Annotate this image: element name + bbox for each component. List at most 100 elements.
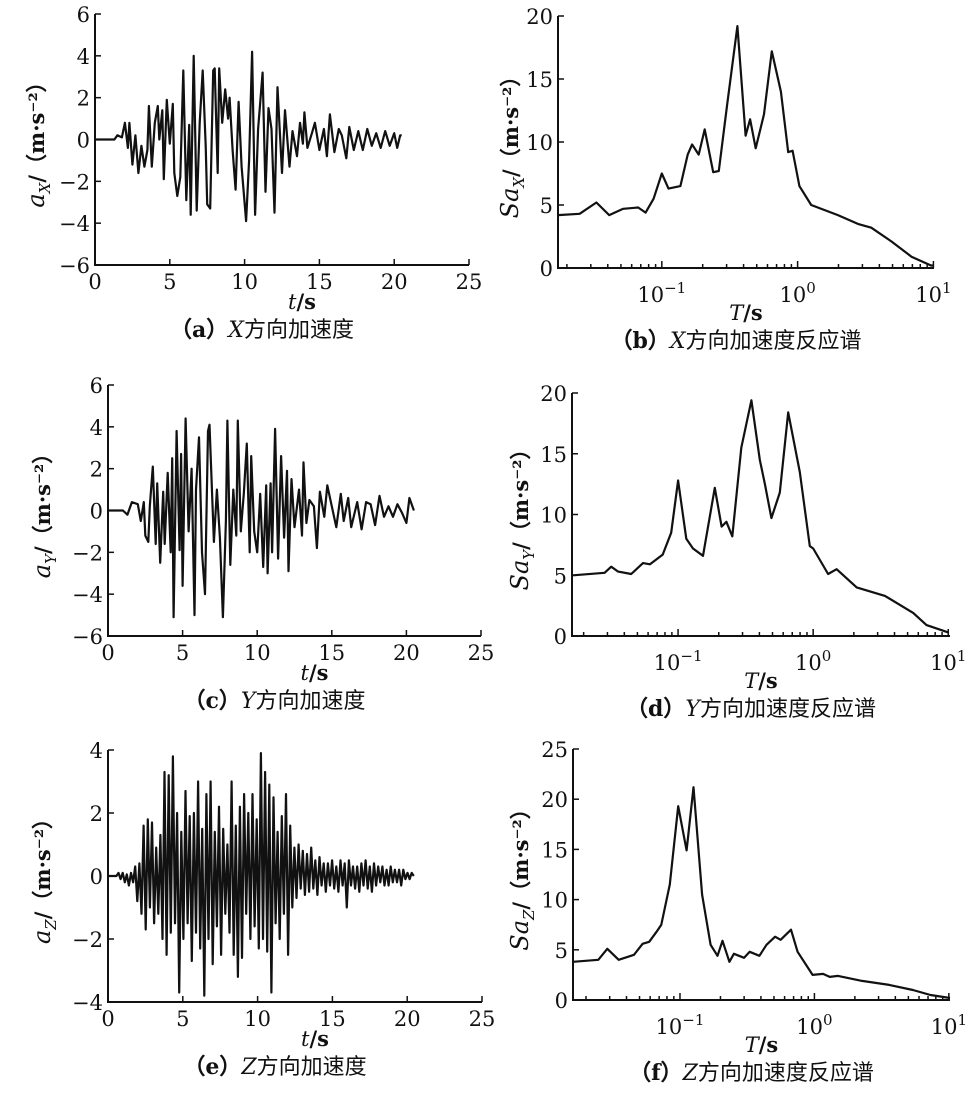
x-axis-label: t/s	[301, 660, 329, 685]
y-axis-unit: /（m·s⁻²）	[508, 439, 533, 550]
series-line	[572, 786, 951, 1000]
axes-frame	[557, 16, 934, 269]
axes-frame	[571, 393, 950, 637]
tick-base: 10	[915, 283, 942, 307]
x-tick-label: 20	[381, 270, 408, 294]
x-axis-variable: t	[288, 290, 297, 314]
y-axis-variable: a	[22, 193, 50, 207]
x-axis-unit: /s	[758, 668, 778, 693]
tick-exponent: −1	[664, 279, 686, 297]
x-axis-variable: t	[301, 661, 310, 685]
tick-base: 10	[656, 1015, 683, 1039]
x-tick-label: 10−1	[654, 647, 703, 675]
x-tick-label: 15	[319, 1007, 346, 1031]
y-tick-label: −2	[72, 541, 103, 565]
panel-caption: （b）X方向加速度反应谱	[610, 328, 861, 354]
y-tick-label: 0	[77, 129, 90, 153]
caption-text: 方向加速度	[255, 689, 365, 714]
y-axis-label: aY/（m·s⁻²）	[28, 443, 60, 579]
y-tick-label: 20	[526, 5, 553, 29]
x-axis-unit: /s	[743, 300, 763, 325]
x-tick-label: 15	[306, 270, 333, 294]
y-axis-unit: /（m·s⁻²）	[24, 71, 49, 182]
y-tick-label: 6	[77, 3, 90, 27]
y-tick-label: 2	[90, 458, 103, 482]
x-tick-label: 20	[393, 641, 420, 665]
caption-label: （c）	[184, 688, 241, 714]
caption-axis: Y	[241, 689, 258, 714]
caption-axis: Z	[682, 1061, 699, 1086]
x-axis-label: T/s	[745, 1032, 779, 1057]
x-tick-label: 0	[101, 1007, 114, 1031]
series-line	[108, 752, 415, 997]
y-tick-label: −4	[59, 212, 90, 236]
caption-text: 方向加速度	[257, 1055, 367, 1080]
y-tick-label: 4	[90, 739, 103, 763]
tick-base: 10	[654, 651, 681, 675]
y-tick-label: 15	[540, 443, 567, 467]
y-tick-label: −4	[72, 991, 103, 1015]
caption-label: （b）	[610, 328, 669, 354]
x-tick-label: 25	[468, 641, 495, 665]
series-line	[108, 417, 415, 619]
tick-exponent: 0	[823, 1011, 833, 1029]
x-axis-label: t/s	[288, 289, 316, 314]
x-tick-label: 0	[88, 270, 101, 294]
x-tick-label: 100	[796, 1011, 832, 1039]
caption-label: （d）	[626, 696, 685, 722]
series-line	[95, 50, 402, 223]
tick-base: 10	[930, 651, 957, 675]
x-axis-label: T/s	[744, 668, 778, 693]
x-tick-label: 10−1	[656, 1011, 705, 1039]
tick-exponent: −1	[682, 1011, 704, 1029]
y-axis-label: SaY/（m·s⁻²）	[506, 439, 538, 591]
series-line	[557, 25, 934, 267]
y-axis-variable: a	[28, 564, 56, 578]
caption-label: （a）	[170, 317, 228, 343]
y-tick-label: 15	[541, 838, 568, 862]
y-axis-subscript: X	[510, 176, 528, 189]
caption-text: 方向加速度反应谱	[700, 697, 876, 722]
y-axis-variable: Sa	[506, 560, 534, 591]
y-tick-label: 25	[541, 738, 568, 762]
y-axis-unit: /（m·s⁻²）	[30, 808, 55, 919]
y-tick-label: 4	[77, 45, 90, 69]
x-tick-label: 10−1	[637, 279, 686, 307]
y-tick-label: 0	[540, 257, 553, 281]
x-axis-variable: t	[301, 1027, 310, 1051]
y-tick-label: 2	[77, 87, 90, 111]
y-axis-unit: /（m·s⁻²）	[498, 66, 523, 177]
tick-base: 10	[796, 1015, 823, 1039]
y-tick-label: 20	[540, 382, 567, 406]
x-axis-variable: T	[745, 1033, 761, 1057]
tick-base: 10	[637, 283, 664, 307]
y-tick-label: 10	[540, 504, 567, 528]
caption-axis: Z	[240, 1055, 257, 1080]
x-tick-label: 101	[931, 1011, 967, 1039]
x-axis-variable: T	[729, 301, 745, 325]
y-axis-subscript: Y	[42, 552, 60, 564]
y-axis-label: aX/（m·s⁻²）	[22, 71, 54, 207]
x-tick-label: 5	[176, 1007, 189, 1031]
x-tick-label: 0	[101, 641, 114, 665]
tick-exponent: 1	[942, 279, 952, 297]
panel-caption: （f）Z方向加速度反应谱	[629, 1060, 874, 1086]
y-tick-label: 2	[90, 802, 103, 826]
y-tick-label: 0	[554, 625, 567, 649]
tick-base: 10	[931, 1015, 958, 1039]
x-tick-label: 101	[915, 279, 951, 307]
y-tick-label: 0	[555, 989, 568, 1013]
x-tick-label: 15	[318, 641, 345, 665]
y-axis-unit: /（m·s⁻²）	[30, 443, 55, 554]
x-axis-label: T/s	[729, 300, 763, 325]
x-tick-label: 25	[456, 270, 483, 294]
y-axis-subscript: Z	[42, 919, 60, 931]
x-tick-label: 10	[231, 270, 258, 294]
series-line	[573, 399, 949, 634]
tick-exponent: 0	[822, 647, 832, 665]
x-tick-label: 10	[244, 641, 271, 665]
